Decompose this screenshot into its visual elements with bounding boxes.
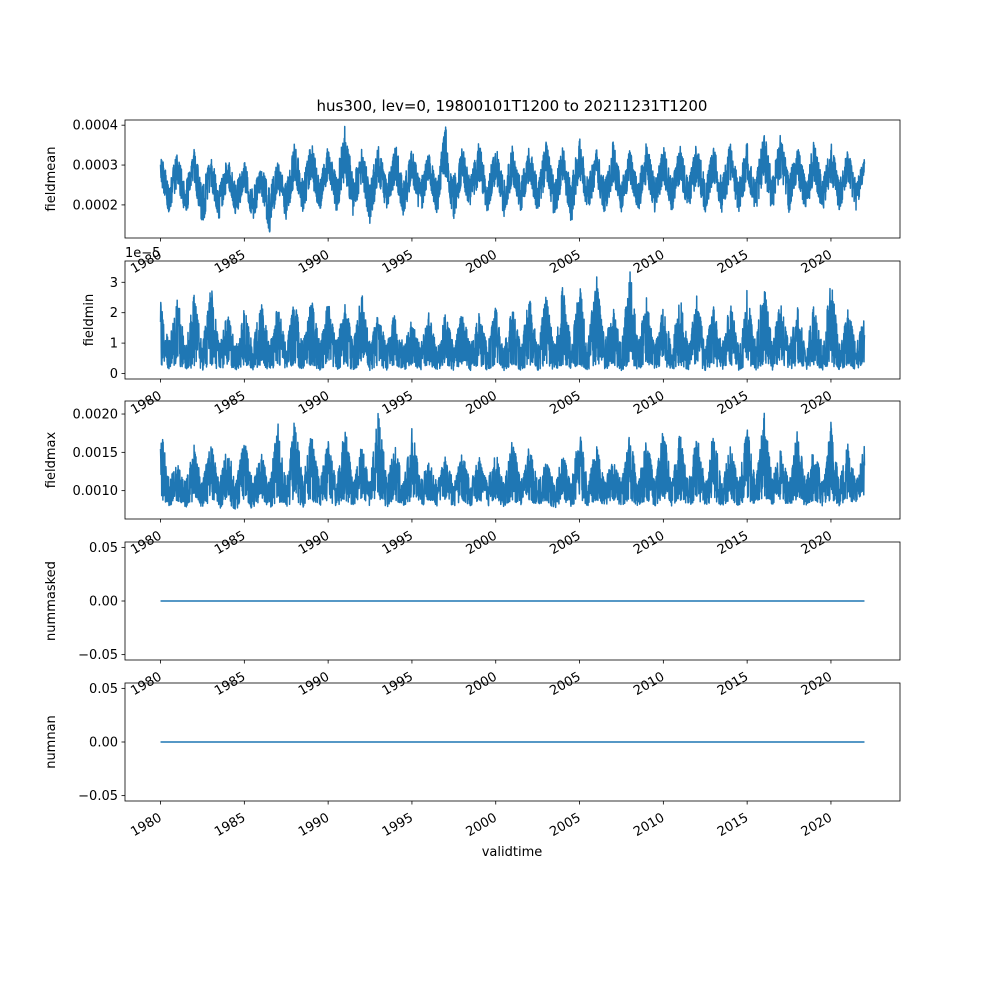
y-tick-label: 1 xyxy=(110,337,118,352)
y-tick-label: 0.00 xyxy=(89,736,118,751)
y-tick-label: −0.05 xyxy=(78,648,118,663)
y-tick-label: 0.0004 xyxy=(73,119,119,134)
y-axis-label: fieldmin xyxy=(82,294,97,347)
y-axis-label: nummasked xyxy=(44,561,59,641)
y-tick-label: 0.0020 xyxy=(73,408,119,423)
series-line-fieldmean xyxy=(159,125,866,233)
y-offset-text: 1e−5 xyxy=(125,246,160,261)
axes-frame xyxy=(124,400,901,520)
y-tick-label: 0 xyxy=(110,367,118,382)
series-line-fieldmin xyxy=(159,271,866,372)
x-axis-label: validtime xyxy=(482,845,543,860)
axes-frame xyxy=(124,119,901,239)
y-tick-label: 0.05 xyxy=(89,682,118,697)
axes-frame xyxy=(124,260,901,380)
y-axis-label: numnan xyxy=(44,715,59,769)
y-tick-label: 0.0015 xyxy=(73,446,119,461)
series-line-fieldmax xyxy=(159,412,866,510)
y-tick-label: 0.00 xyxy=(89,595,118,610)
y-axis-label: fieldmean xyxy=(44,147,59,212)
y-tick-label: 0.0003 xyxy=(73,159,119,174)
y-tick-label: 0.05 xyxy=(89,541,118,556)
figure-title: hus300, lev=0, 19800101T1200 to 20211231… xyxy=(317,97,708,115)
y-axis-label: fieldmax xyxy=(44,432,59,489)
y-tick-label: 3 xyxy=(110,276,118,291)
y-tick-label: 2 xyxy=(110,306,118,321)
y-tick-label: 0.0002 xyxy=(73,198,119,213)
y-tick-label: −0.05 xyxy=(78,789,118,804)
y-tick-label: 0.0010 xyxy=(73,484,119,499)
